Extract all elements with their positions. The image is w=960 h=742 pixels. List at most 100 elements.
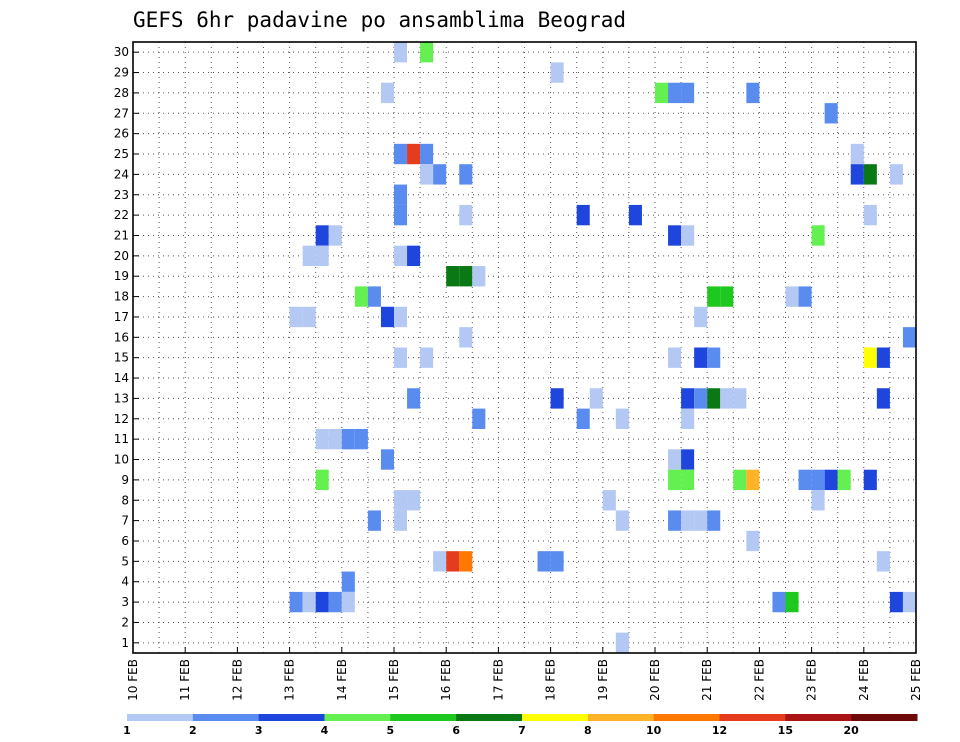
legend-label: 12 (712, 724, 727, 737)
precip-cell (472, 408, 486, 429)
y-tick-label: 6 (121, 534, 129, 548)
precip-cell (289, 591, 303, 613)
x-tick-label: 13 FEB (283, 659, 297, 701)
legend-label: 6 (452, 724, 460, 737)
precip-cell (602, 490, 616, 511)
precip-cell (863, 204, 877, 226)
precip-cell (681, 469, 695, 491)
precip-cell (341, 571, 355, 592)
precip-cell (472, 266, 486, 287)
x-tick-label: 14 FEB (335, 659, 349, 701)
precip-cell (328, 591, 342, 613)
precip-cell (668, 449, 682, 470)
plot-frame (132, 41, 917, 654)
precip-cell (446, 551, 460, 572)
legend-swatch (192, 714, 260, 721)
precip-cell (315, 591, 329, 613)
precip-cell (420, 164, 434, 185)
y-tick-label: 22 (114, 208, 129, 222)
precip-cell (746, 82, 760, 104)
precip-cell (302, 591, 316, 613)
precip-cell (694, 510, 708, 531)
y-tick-label: 20 (114, 249, 129, 263)
legend-label: 3 (255, 724, 263, 737)
precip-cell (681, 82, 695, 104)
precip-cell (394, 143, 408, 165)
precip-cell (707, 510, 721, 531)
precip-cell (459, 551, 473, 572)
y-tick-label: 4 (121, 575, 129, 589)
legend-swatch (719, 714, 786, 721)
precip-cell (668, 347, 682, 368)
legend-label: 5 (387, 724, 395, 737)
legend-swatch (587, 714, 655, 721)
y-tick-label: 16 (114, 330, 129, 344)
x-tick-label: 23 FEB (805, 659, 819, 701)
precip-cell (315, 225, 329, 246)
precip-cell (668, 225, 682, 246)
precip-cell (394, 42, 408, 63)
y-tick-label: 5 (121, 554, 129, 568)
precip-cell (681, 408, 695, 429)
precip-cell (720, 388, 734, 409)
precip-cell (876, 388, 890, 409)
precip-cell (420, 143, 434, 165)
precip-cell (863, 164, 877, 185)
precip-cell (354, 428, 368, 450)
precip-cell (407, 388, 421, 409)
y-tick-label: 28 (114, 86, 129, 100)
precip-cell (459, 204, 473, 226)
precip-cell (733, 469, 747, 491)
gridlines (132, 42, 917, 653)
precip-cell (341, 591, 355, 613)
precip-cell (537, 551, 551, 572)
x-tick-label: 16 FEB (439, 659, 453, 701)
precip-cell (328, 225, 342, 246)
precip-cell (837, 469, 851, 491)
y-tick-label: 19 (114, 269, 129, 283)
precip-cell (394, 306, 408, 328)
y-tick-label: 23 (114, 188, 129, 202)
precip-cell (615, 408, 629, 429)
precip-cell (746, 530, 760, 552)
legend-swatch (522, 714, 589, 721)
legend-swatch (653, 714, 720, 721)
precip-cell (707, 388, 721, 409)
precip-cell (798, 286, 812, 307)
precip-cell (902, 327, 916, 348)
y-axis-member-ticks: 1234567891011121314151617181920212223242… (114, 45, 139, 650)
legend-label: 15 (778, 724, 793, 737)
precip-cell (655, 82, 669, 104)
x-tick-label: 21 FEB (700, 659, 714, 701)
x-tick-label: 17 FEB (491, 659, 505, 701)
y-tick-label: 11 (114, 432, 129, 446)
legend-label: 8 (584, 724, 592, 737)
y-tick-label: 3 (121, 595, 129, 609)
precip-cell (681, 510, 695, 531)
x-tick-label: 10 FEB (126, 659, 140, 701)
precip-cell (315, 245, 329, 267)
x-axis-date-ticks: 10 FEB 11 FEB 12 FEB 13 FEB 14 FEB 15 FEB 16 F… (126, 647, 923, 701)
y-tick-label: 2 (121, 615, 129, 629)
precip-cell (394, 184, 408, 205)
x-tick-label: 22 FEB (752, 659, 766, 701)
x-tick-label: 19 FEB (596, 659, 610, 701)
precip-cell (876, 347, 890, 368)
precip-cell (863, 347, 877, 368)
y-tick-label: 30 (114, 45, 129, 59)
precip-cell (394, 245, 408, 267)
precip-cell (380, 306, 394, 328)
y-tick-label: 25 (114, 147, 129, 161)
precip-cell (785, 591, 799, 613)
precip-cell (615, 510, 629, 531)
precip-cell (694, 388, 708, 409)
precip-cell (798, 469, 812, 491)
legend-swatch (258, 714, 325, 721)
precip-cell (589, 388, 603, 409)
precip-cell (576, 408, 590, 429)
precip-cell (367, 286, 381, 307)
x-tick-label: 25 FEB (909, 659, 923, 701)
precip-cell (694, 347, 708, 368)
precip-cell (681, 449, 695, 470)
precip-cell (681, 388, 695, 409)
